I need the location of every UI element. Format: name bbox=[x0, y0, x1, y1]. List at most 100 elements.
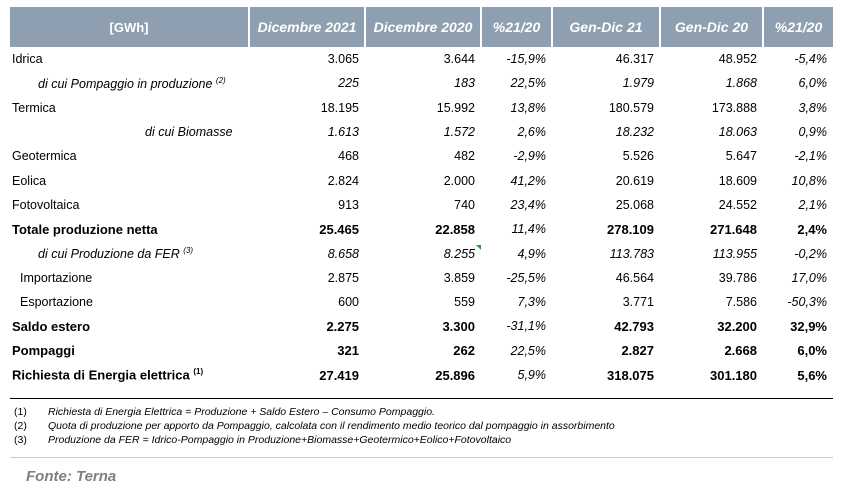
table-cell: 20.619 bbox=[615, 173, 654, 188]
table-cell: -5,4% bbox=[794, 52, 827, 67]
row-label: Esportazione bbox=[20, 295, 93, 310]
table-cell: 180.579 bbox=[608, 100, 654, 115]
row-label: Saldo estero bbox=[12, 318, 91, 334]
table-cell: -2,1% bbox=[794, 149, 827, 164]
row-label: Fotovoltaica bbox=[12, 197, 80, 212]
footnotes: (1) Richiesta di Energia Elettrica = Prod… bbox=[14, 405, 615, 447]
table-cell: 0,9% bbox=[798, 125, 828, 140]
table-body: Idrica 3.065 3.644 -15,9% 46.317 48.952 -5,4% d… bbox=[10, 47, 833, 387]
table-cell: 3.859 bbox=[443, 270, 475, 285]
table-cell: 7.586 bbox=[725, 295, 757, 310]
table-cell: 27.419 bbox=[319, 367, 359, 383]
table-row: Totale produzione netta 25.465 22.858 11,4%… bbox=[10, 217, 833, 241]
header-col3: %21/20 bbox=[481, 7, 553, 47]
table-cell: -50,3% bbox=[787, 295, 827, 310]
table-row: di cui Pompaggio in produzione (2) 225 183… bbox=[10, 71, 833, 95]
table-row: Fotovoltaica 913 740 23,4% 25.068 24.552 2,1% bbox=[10, 193, 833, 217]
row-label: Eolica bbox=[12, 173, 47, 188]
row-label: Richiesta di Energia elettrica (1) bbox=[12, 367, 204, 383]
notes-divider bbox=[10, 398, 833, 399]
table-row: Termica 18.195 15.992 13,8% 180.579 173.888 3,… bbox=[10, 96, 833, 120]
table-cell: 48.952 bbox=[718, 52, 757, 67]
table-cell: 2,6% bbox=[517, 125, 547, 140]
table-cell: 600 bbox=[338, 295, 359, 310]
table-cell: 22,5% bbox=[510, 76, 546, 91]
table-cell: 25.896 bbox=[435, 367, 475, 383]
green-corner-mark bbox=[476, 245, 481, 250]
table-cell: 1.572 bbox=[443, 125, 475, 140]
table-cell: 559 bbox=[454, 295, 475, 310]
table-cell: -15,9% bbox=[506, 52, 546, 67]
table-cell: 3.644 bbox=[443, 52, 475, 67]
footnote: (1) Richiesta di Energia Elettrica = Prod… bbox=[14, 406, 435, 418]
footnote-ref: (2) bbox=[215, 75, 226, 85]
header-col4: Gen-Dic 21 bbox=[552, 7, 661, 47]
table-cell: 18.232 bbox=[615, 125, 654, 140]
table-cell: 11,4% bbox=[511, 222, 546, 237]
table-cell: 17,0% bbox=[791, 270, 827, 285]
table-cell: 318.075 bbox=[607, 367, 654, 383]
table-cell: 15.992 bbox=[436, 100, 475, 115]
table-cell: 2.827 bbox=[621, 343, 654, 359]
table-row: Idrica 3.065 3.644 -15,9% 46.317 48.952 -5,4% bbox=[10, 47, 833, 71]
source-label: Fonte: Terna bbox=[26, 468, 117, 485]
table-cell: 10,8% bbox=[791, 173, 827, 188]
table-cell: 2.275 bbox=[326, 318, 359, 334]
table-cell: 41,2% bbox=[510, 173, 546, 188]
table-cell: 271.648 bbox=[710, 221, 757, 237]
table-cell: 23,4% bbox=[510, 197, 546, 212]
table-cell: 5,9% bbox=[517, 368, 547, 382]
table-cell: 1.613 bbox=[327, 125, 359, 140]
table-cell: 913 bbox=[338, 197, 359, 212]
header-col5: Gen-Dic 20 bbox=[660, 7, 764, 47]
table-cell: 22.858 bbox=[435, 221, 475, 237]
row-label: Idrica bbox=[12, 52, 43, 67]
table-cell: 468 bbox=[338, 149, 359, 164]
table-cell: -31,1% bbox=[506, 319, 546, 334]
table-row: Importazione 2.875 3.859 -25,5% 46.564 39.786… bbox=[10, 266, 833, 290]
row-label: Pompaggi bbox=[12, 343, 75, 359]
table-cell: 24.552 bbox=[718, 197, 757, 212]
table-cell: 7,3% bbox=[517, 295, 547, 310]
table-cell: 113.783 bbox=[609, 246, 654, 261]
table-cell: 5,6% bbox=[797, 367, 827, 383]
table-cell: 225 bbox=[338, 76, 359, 91]
table-cell: 173.888 bbox=[711, 100, 757, 115]
table-cell: 2.668 bbox=[724, 343, 757, 359]
table-cell: 32,9% bbox=[790, 318, 827, 334]
table-cell: 113.955 bbox=[712, 246, 757, 261]
table-cell: 18.609 bbox=[718, 173, 757, 188]
table-cell: 18.195 bbox=[320, 100, 359, 115]
header-unit: [GWh] bbox=[10, 7, 250, 47]
table-cell: 5.647 bbox=[725, 149, 757, 164]
table-cell: 2,4% bbox=[797, 221, 827, 237]
table-cell: 2.000 bbox=[443, 173, 475, 188]
source-divider bbox=[10, 457, 833, 458]
table-cell: 5.526 bbox=[622, 149, 654, 164]
energy-table-container: [GWh] Dicembre 2021 Dicembre 2020 %21/20… bbox=[10, 7, 833, 387]
row-label: Geotermica bbox=[12, 149, 77, 164]
table-cell: 3,8% bbox=[798, 100, 828, 115]
table-cell: -2,9% bbox=[513, 149, 546, 164]
table-cell: 25.465 bbox=[319, 221, 359, 237]
table-row: di cui Biomasse 1.613 1.572 2,6% 18.232 18.06… bbox=[10, 120, 833, 144]
table-row: Eolica 2.824 2.000 41,2% 20.619 18.609 10,8% bbox=[10, 168, 833, 192]
table-cell: 482 bbox=[454, 149, 475, 164]
table-cell: 6,0% bbox=[798, 76, 828, 91]
table-row: Esportazione 600 559 7,3% 3.771 7.586 -50,3% bbox=[10, 290, 833, 314]
footnote-ref: (3) bbox=[183, 245, 194, 255]
table-cell: 46.564 bbox=[615, 270, 654, 285]
table-row: Saldo estero 2.275 3.300 -31,1% 42.793 32.200… bbox=[10, 314, 833, 338]
row-label: Importazione bbox=[20, 270, 93, 285]
table-cell: 2,1% bbox=[798, 197, 828, 212]
table-cell: 1.868 bbox=[725, 76, 757, 91]
table-cell: 740 bbox=[454, 197, 475, 212]
table-cell: 4,9% bbox=[517, 246, 547, 261]
table-cell: 262 bbox=[453, 343, 475, 359]
table-cell: 39.786 bbox=[718, 270, 757, 285]
table-cell: 301.180 bbox=[710, 367, 757, 383]
table-cell: 8.658 bbox=[327, 246, 359, 261]
table-cell: 3.065 bbox=[327, 52, 359, 67]
table-row: Richiesta di Energia elettrica (1) 27.419… bbox=[10, 363, 833, 387]
table-cell: 3.300 bbox=[442, 318, 475, 334]
